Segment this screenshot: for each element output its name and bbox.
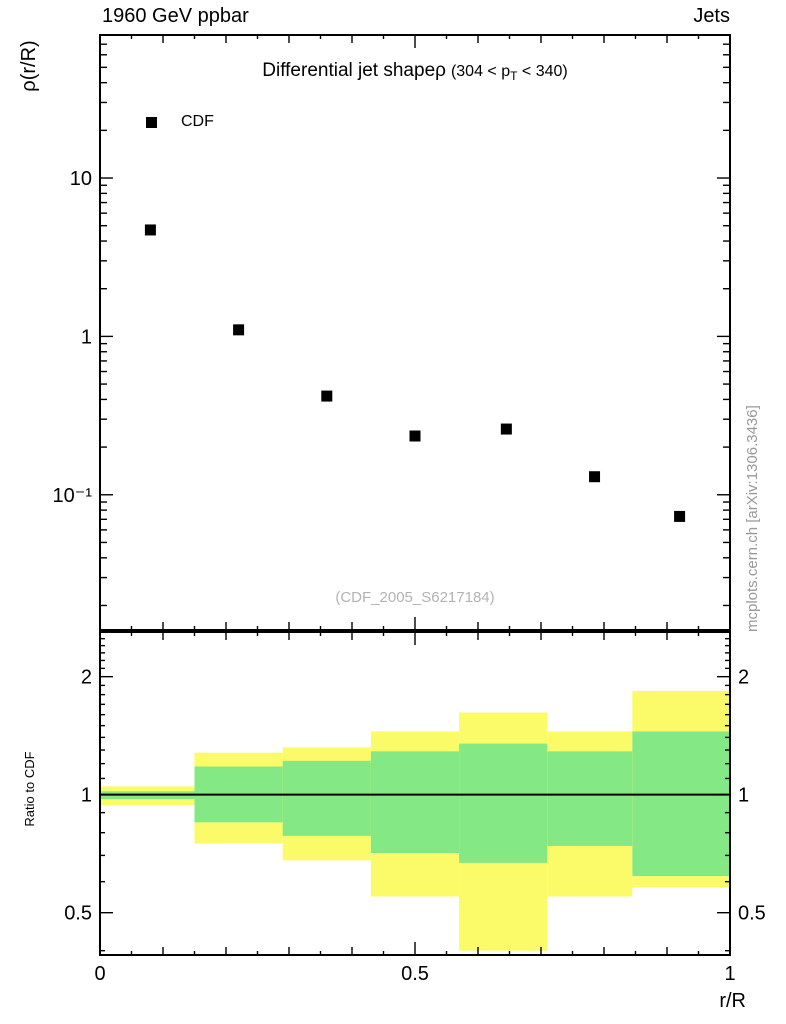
top-y-tick-label: 1 xyxy=(81,326,92,348)
green-uncertainty-band xyxy=(282,760,371,836)
beam-energy-label: 1960 GeV ppbar xyxy=(102,5,249,27)
plot-title: Differential jet shapeρ (304 < pT < 340) xyxy=(100,60,730,83)
ratio-left-tick-label: 0.5 xyxy=(64,903,92,925)
cdf-data-point xyxy=(674,510,686,522)
green-uncertainty-band xyxy=(632,731,730,877)
plot-title-symbol: ρ xyxy=(435,60,446,81)
green-uncertainty-band xyxy=(370,751,460,853)
plot-title-main: Differential jet shape xyxy=(262,60,436,81)
legend: CDF xyxy=(146,113,214,131)
ratio-left-tick-label: 1 xyxy=(81,785,92,807)
ratio-left-tick-label: 2 xyxy=(81,667,92,689)
plot-title-range-sub: T xyxy=(510,69,518,83)
top-y-axis-title: ρ(r/R) xyxy=(18,40,40,92)
x-tick-label: 1 xyxy=(724,963,735,985)
cdf-data-point xyxy=(500,423,512,435)
legend-cdf-label: CDF xyxy=(181,113,214,130)
cdf-data-point xyxy=(233,324,245,336)
ratio-right-tick-label: 2 xyxy=(738,667,749,689)
cdf-data-point xyxy=(321,390,333,402)
process-label: Jets xyxy=(693,5,730,27)
plot-title-range-pre: (304 < p xyxy=(450,63,511,80)
mcplots-credit: mcplots.cern.ch [arXiv:1306.3436] xyxy=(744,405,761,632)
x-tick-label: 0 xyxy=(94,963,105,985)
x-tick-label: 0.5 xyxy=(401,963,429,985)
analysis-watermark: (CDF_2005_S6217184) xyxy=(335,589,495,606)
ratio-y-axis-title: Ratio to CDF xyxy=(22,751,37,827)
legend-cdf-marker-icon xyxy=(146,116,157,128)
green-uncertainty-band xyxy=(459,743,548,863)
cdf-data-point xyxy=(409,430,421,442)
top-y-tick-label: 10 xyxy=(70,168,92,190)
cdf-data-point xyxy=(589,471,601,483)
top-y-tick-label: 10⁻¹ xyxy=(53,485,93,507)
ratio-right-tick-label: 1 xyxy=(738,785,749,807)
green-uncertainty-band xyxy=(547,751,633,846)
x-axis-title: r/R xyxy=(719,990,746,1012)
cdf-data-point xyxy=(144,224,156,236)
plot-title-range-post: < 340) xyxy=(517,63,568,80)
ratio-right-tick-label: 0.5 xyxy=(738,903,766,925)
